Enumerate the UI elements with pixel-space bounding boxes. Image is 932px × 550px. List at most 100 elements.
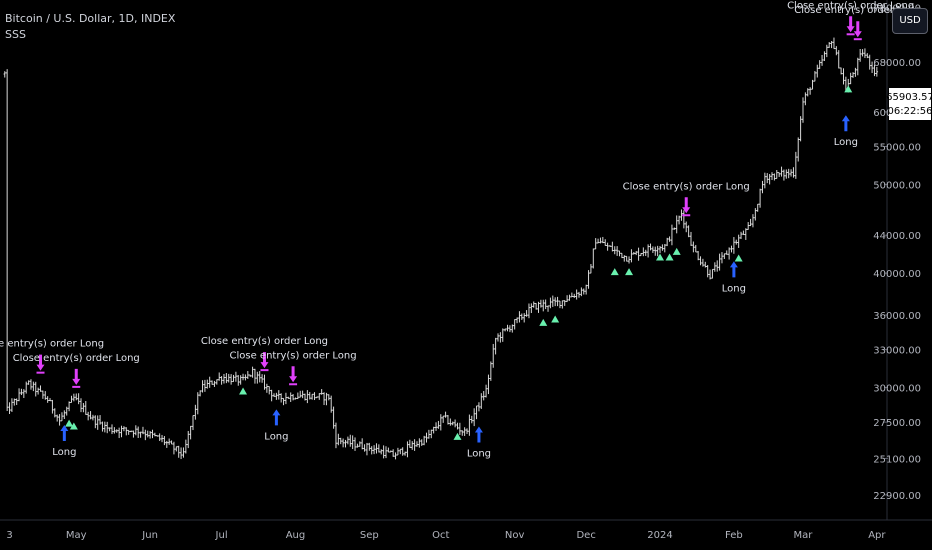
y-tick-label: 44000.00 [873,231,921,242]
candle [730,245,733,253]
candle [72,393,76,402]
candle [630,249,633,263]
candle [727,247,731,260]
candle [282,397,285,406]
candle [196,392,199,415]
close-bar-icon [289,383,298,386]
candle [213,380,216,387]
candle [182,447,185,458]
candle [632,252,636,255]
candle [387,447,390,453]
close-bar-icon [682,214,691,217]
candle [513,319,516,330]
candle [17,388,21,402]
currency-button[interactable]: USD [892,8,928,34]
candle [44,391,47,400]
candle [117,427,121,439]
candle [125,427,128,436]
candle [542,299,545,312]
candle [151,429,154,439]
candle [411,441,414,450]
candle [661,244,664,251]
candle [382,445,385,459]
close-entry-marker: Close entry(s) order Long [230,350,357,386]
close-entry-marker: Close entry(s) order Long [0,339,104,374]
y-tick-label: 50000.00 [873,180,921,191]
candle [86,411,90,421]
candle [375,443,378,454]
candle [422,435,426,446]
candle [461,430,464,436]
y-tick-label: 68000.00 [873,58,921,69]
candle [399,448,402,455]
candle [401,447,404,456]
long-arrow-icon [272,409,281,426]
candle [353,437,357,451]
candle [634,251,638,256]
candle [25,381,28,394]
candle [172,441,176,455]
candle [268,386,271,395]
candle [129,430,133,433]
close-entry-label: Close entry(s) order Long [0,339,104,350]
candle [692,241,695,253]
candle [339,437,342,445]
strategy-name[interactable]: SSS [5,28,26,41]
candle [463,427,466,436]
candle [408,439,412,448]
symbol-title[interactable]: Bitcoin / U.S. Dollar, 1D, INDEX [5,12,176,25]
candle [91,414,95,421]
last-price-value: 65903.57 [886,92,932,103]
candle [144,429,147,441]
candle [599,237,602,244]
candle [420,439,423,446]
candle [756,203,759,212]
candle [141,426,145,435]
candle [406,441,409,458]
candle [441,415,445,423]
candle [77,393,80,405]
candle [110,424,114,435]
long-label: Long [264,431,288,442]
close-entry-marker: Close entry(s) order Long [794,5,921,41]
candle [189,425,192,440]
candle [291,394,295,401]
candle [780,166,783,177]
candle [294,397,297,400]
candle [487,374,490,395]
candle [46,396,49,403]
candle [13,398,16,406]
candle [751,214,755,228]
signal-triangle-icon [69,422,78,430]
y-tick-label: 33000.00 [873,346,921,357]
candle [156,435,159,437]
candle [534,303,538,310]
candle [244,374,247,381]
long-arrow-icon [60,425,69,442]
candle [680,209,683,221]
candle [827,42,831,48]
candle [175,446,178,452]
time-axis[interactable]: 3 May Jun Jul Aug Sep Oct Nov Dec 2024 Feb Mar Apr [6,530,886,541]
candle [787,168,790,179]
candle [839,67,843,75]
candle [158,433,161,441]
candle [592,248,595,269]
candle [742,230,745,236]
candle [832,37,836,50]
candle [816,64,819,78]
candle [167,438,171,445]
long-label: Long [52,447,76,458]
candle [41,390,45,399]
close-entry-label: Close entry(s) order Long [794,5,921,16]
candle [251,366,254,378]
candle [237,375,240,386]
candle [549,297,552,309]
candle [565,295,569,303]
candle [861,49,864,57]
long-label: Long [722,283,746,294]
candle [380,449,383,455]
candle [184,439,188,454]
candle [639,253,643,257]
